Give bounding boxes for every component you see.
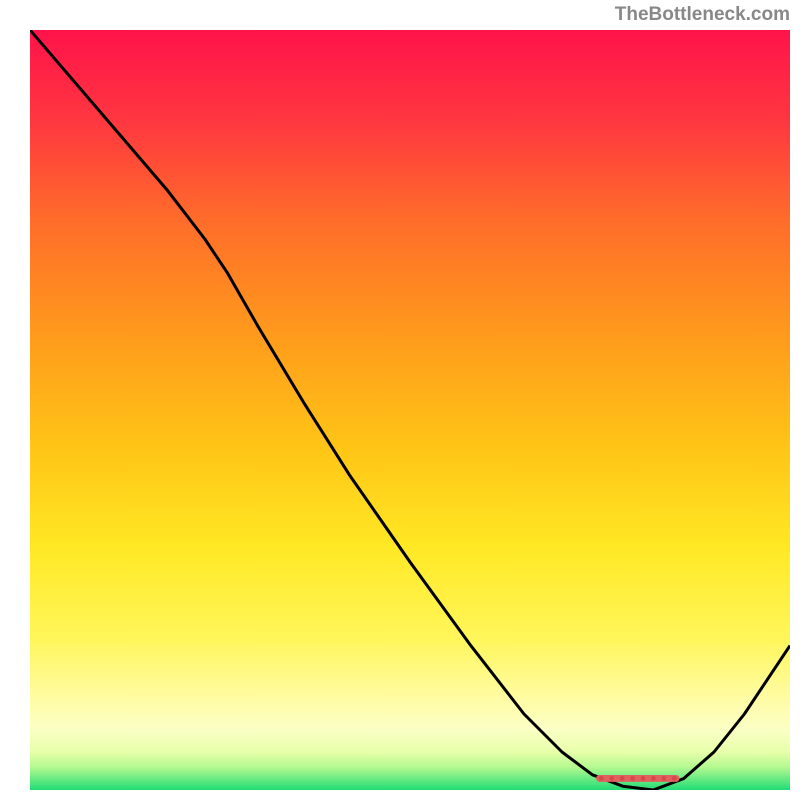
- chart-container: TheBottleneck.com: [0, 0, 800, 800]
- bottleneck-curve: [30, 30, 790, 790]
- optimal-range-marker: [596, 769, 680, 776]
- watermark-text: TheBottleneck.com: [615, 4, 790, 26]
- chart-plot-area: [30, 30, 790, 790]
